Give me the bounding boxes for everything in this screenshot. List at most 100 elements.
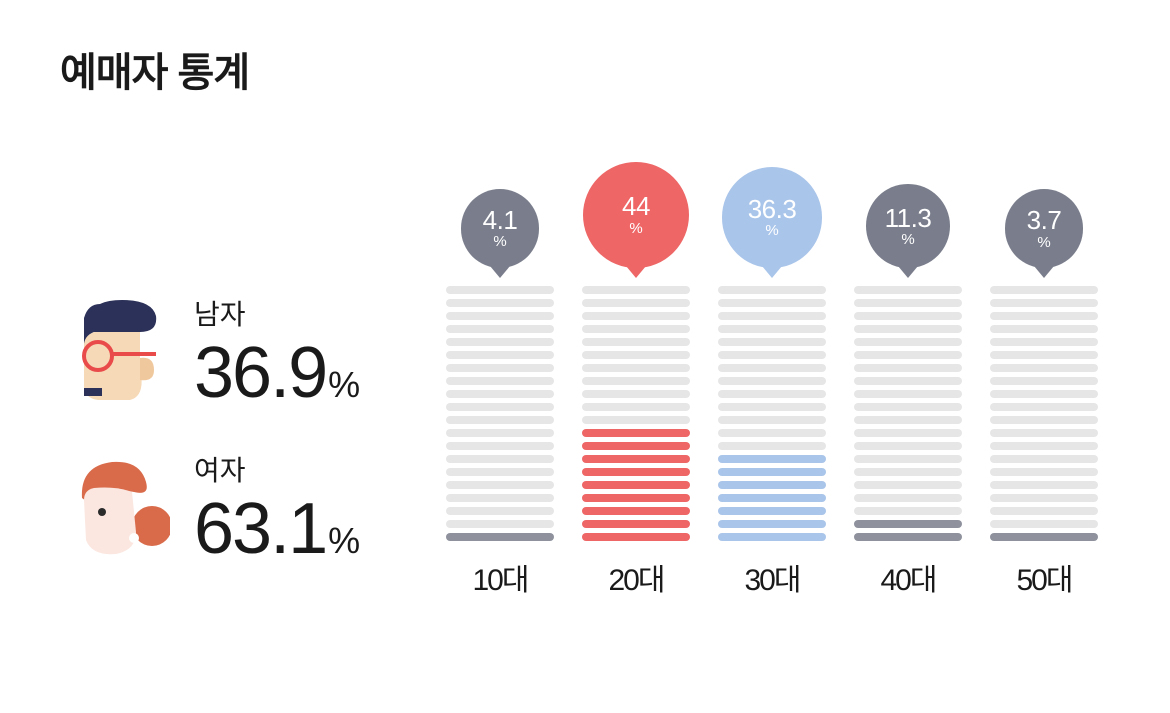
age-bubble-value: 4.1 <box>483 207 518 234</box>
age-column: 36.3% 30대 <box>718 158 826 599</box>
female-avatar-icon <box>60 452 170 562</box>
bar-segment <box>446 468 554 476</box>
bar-segment <box>582 403 690 411</box>
age-column: 44%20대 <box>582 158 690 599</box>
bar-segment <box>854 325 962 333</box>
bar-segment <box>718 494 826 502</box>
bar-segment <box>718 325 826 333</box>
bar-segment <box>582 390 690 398</box>
bar-segment <box>854 429 962 437</box>
bar-segment <box>854 338 962 346</box>
stats-content: 남자 36.9% 여자 63.1% <box>60 158 1110 605</box>
bar-segment <box>990 390 1098 398</box>
bar-segment <box>854 377 962 385</box>
female-label: 여자 <box>194 449 358 489</box>
bar-segment <box>446 520 554 528</box>
age-label: 20대 <box>609 555 664 599</box>
bar-segment <box>582 533 690 541</box>
bar-segment <box>446 455 554 463</box>
bar-segment <box>854 403 962 411</box>
bar-segment <box>854 455 962 463</box>
bar-segment <box>582 312 690 320</box>
bar-segment <box>582 351 690 359</box>
bar-segment <box>718 377 826 385</box>
bar-segment <box>718 442 826 450</box>
bar-segment <box>990 455 1098 463</box>
bar-segment <box>854 351 962 359</box>
age-bar-stack <box>582 286 690 541</box>
bar-segment <box>990 377 1098 385</box>
age-bubble-value: 3.7 <box>1027 207 1062 234</box>
age-bubble: 36.3% <box>722 167 823 268</box>
age-bubble-unit: % <box>901 232 914 248</box>
age-label: 10대 <box>473 555 528 599</box>
bar-segment <box>854 286 962 294</box>
age-column: 11.3%40대 <box>854 158 962 599</box>
bar-segment <box>718 286 826 294</box>
bar-segment <box>446 286 554 294</box>
bar-segment <box>446 338 554 346</box>
bar-segment <box>854 520 962 528</box>
bar-segment <box>446 507 554 515</box>
age-bar-stack <box>990 286 1098 541</box>
bar-segment <box>718 507 826 515</box>
bar-segment <box>854 494 962 502</box>
bar-segment <box>990 429 1098 437</box>
bar-segment <box>854 299 962 307</box>
age-bar-stack <box>718 286 826 541</box>
bar-segment <box>990 416 1098 424</box>
page-title: 예매자 통계 <box>60 40 1110 98</box>
age-bubble-unit: % <box>765 223 778 239</box>
bar-segment <box>718 481 826 489</box>
bar-segment <box>854 416 962 424</box>
bar-segment <box>990 494 1098 502</box>
bar-segment <box>990 325 1098 333</box>
bar-segment <box>990 507 1098 515</box>
bar-segment <box>446 364 554 372</box>
age-label: 50대 <box>1017 555 1072 599</box>
bar-segment <box>446 351 554 359</box>
bar-segment <box>582 286 690 294</box>
bar-segment <box>718 351 826 359</box>
bar-segment <box>582 377 690 385</box>
bar-segment <box>854 507 962 515</box>
bar-segment <box>446 533 554 541</box>
bar-segment <box>582 455 690 463</box>
age-label: 40대 <box>881 555 936 599</box>
bar-segment <box>990 468 1098 476</box>
bar-segment <box>718 429 826 437</box>
bar-segment <box>718 520 826 528</box>
bar-segment <box>446 390 554 398</box>
bar-segment <box>854 533 962 541</box>
bar-segment <box>446 377 554 385</box>
male-value: 36.9% <box>194 337 358 409</box>
bar-segment <box>990 299 1098 307</box>
bar-segment <box>582 364 690 372</box>
bar-segment <box>990 351 1098 359</box>
age-column: 4.1% 10대 <box>446 158 554 599</box>
bar-segment <box>582 299 690 307</box>
bar-segment <box>718 455 826 463</box>
bar-segment <box>990 364 1098 372</box>
bar-segment <box>854 442 962 450</box>
age-bubble-value: 44 <box>622 193 650 220</box>
age-bubble-value: 36.3 <box>748 196 797 223</box>
bar-segment <box>582 520 690 528</box>
bar-segment <box>854 312 962 320</box>
bar-segment <box>718 390 826 398</box>
bar-segment <box>582 507 690 515</box>
gender-block: 남자 36.9% 여자 63.1% <box>60 293 358 605</box>
age-chart: 4.1%10대44%20대36.3%30대11.3%40대3.7%50대 <box>446 158 1110 605</box>
age-label: 30대 <box>745 555 800 599</box>
age-bubble-unit: % <box>493 234 506 250</box>
bar-segment <box>990 520 1098 528</box>
male-label: 남자 <box>194 293 358 333</box>
bar-segment <box>990 403 1098 411</box>
bar-segment <box>854 364 962 372</box>
bar-segment <box>446 429 554 437</box>
bar-segment <box>854 390 962 398</box>
bar-segment <box>990 442 1098 450</box>
female-value: 63.1% <box>194 493 358 565</box>
bar-segment <box>990 481 1098 489</box>
bar-segment <box>446 494 554 502</box>
